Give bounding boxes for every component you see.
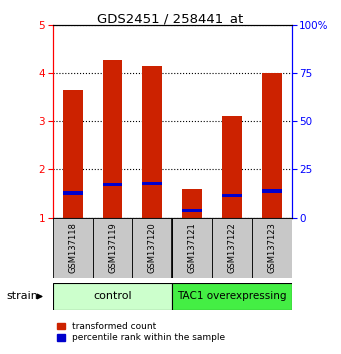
FancyBboxPatch shape (212, 218, 252, 278)
Bar (63, 191, 83, 195)
Bar (222, 116, 242, 218)
Text: GSM137123: GSM137123 (267, 222, 276, 273)
Text: GSM137120: GSM137120 (148, 222, 157, 273)
Text: control: control (93, 291, 132, 302)
Bar (143, 66, 162, 218)
Text: GSM137121: GSM137121 (188, 222, 197, 273)
Text: TAC1 overexpressing: TAC1 overexpressing (177, 291, 287, 302)
FancyBboxPatch shape (93, 218, 132, 278)
Bar (182, 209, 202, 212)
FancyBboxPatch shape (172, 218, 212, 278)
Text: GSM137119: GSM137119 (108, 222, 117, 273)
Bar (262, 189, 282, 193)
Bar (103, 183, 122, 186)
Text: GDS2451 / 258441_at: GDS2451 / 258441_at (98, 12, 243, 25)
FancyBboxPatch shape (172, 283, 292, 310)
Text: GSM137118: GSM137118 (68, 222, 77, 273)
Text: GSM137122: GSM137122 (227, 222, 236, 273)
FancyBboxPatch shape (132, 218, 172, 278)
FancyBboxPatch shape (53, 283, 172, 310)
Legend: transformed count, percentile rank within the sample: transformed count, percentile rank withi… (57, 322, 225, 342)
Text: strain: strain (7, 291, 39, 302)
FancyBboxPatch shape (252, 218, 292, 278)
Bar (222, 194, 242, 198)
Bar (182, 189, 202, 218)
Bar (143, 182, 162, 185)
Bar (63, 90, 83, 218)
Bar (103, 60, 122, 218)
Bar (262, 73, 282, 218)
FancyBboxPatch shape (53, 218, 93, 278)
